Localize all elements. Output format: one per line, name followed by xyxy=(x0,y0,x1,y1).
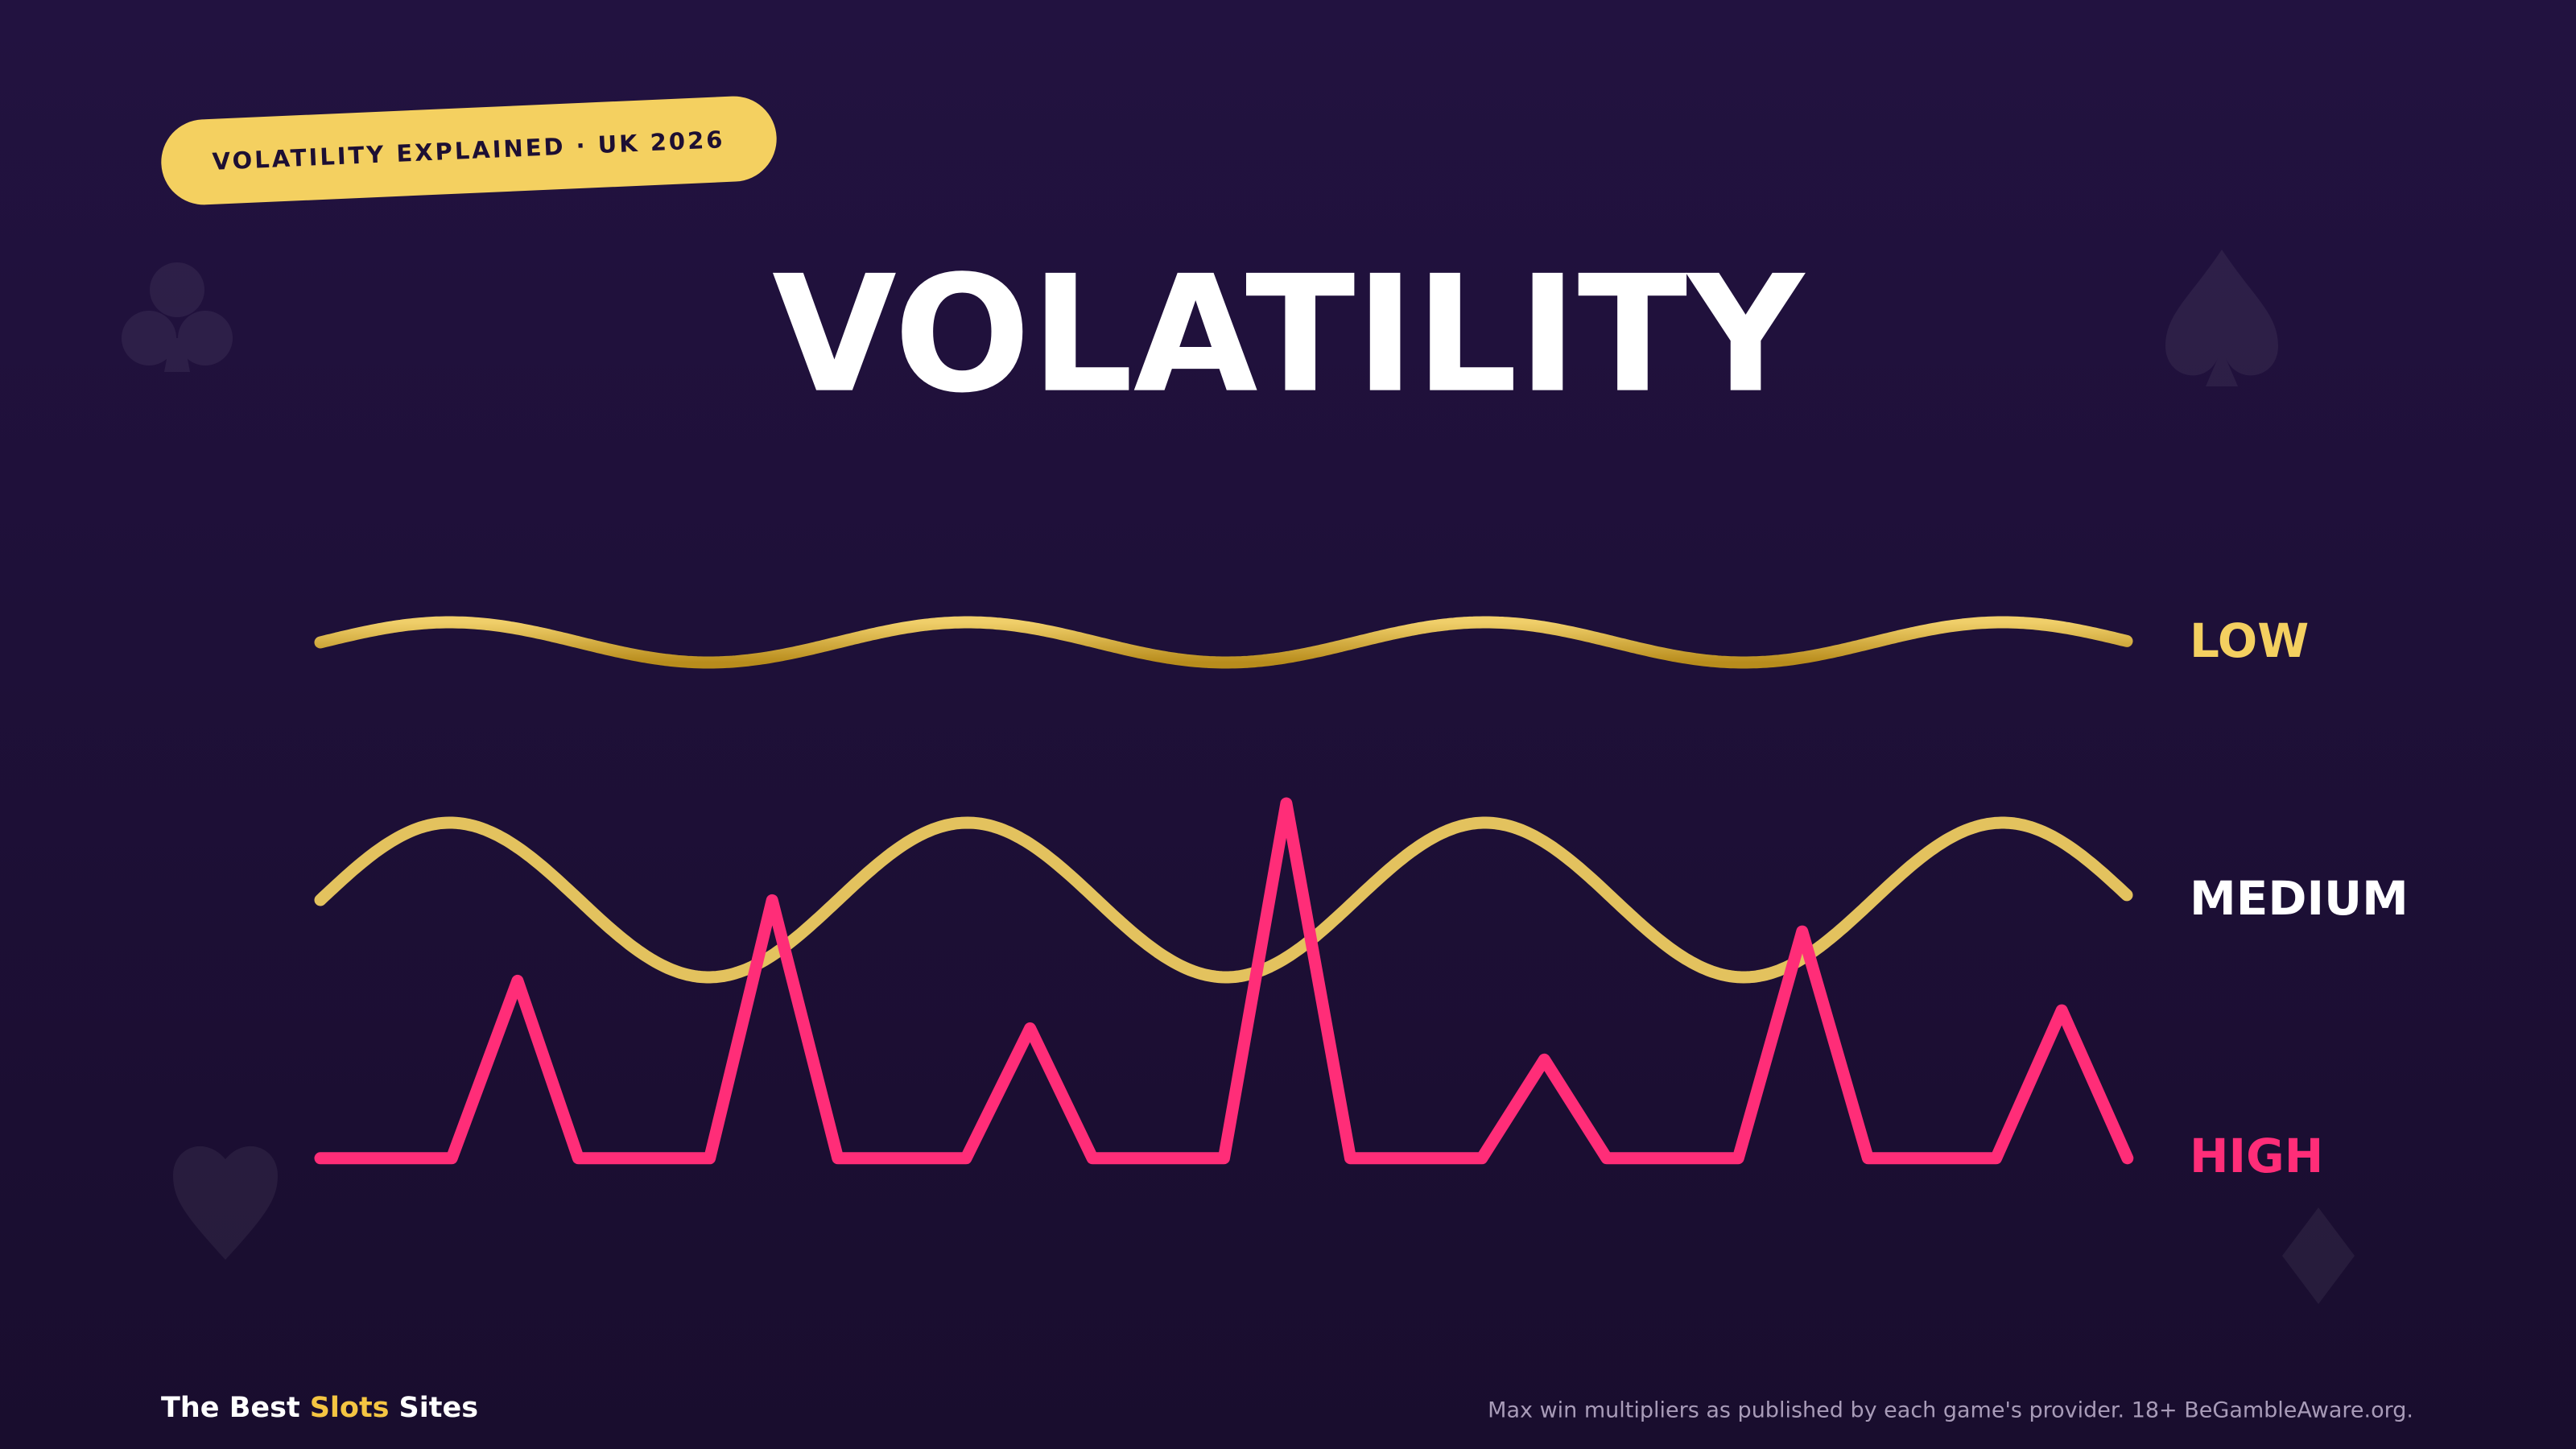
club xyxy=(122,262,233,372)
medium-wave xyxy=(314,816,2133,984)
badge-pill xyxy=(161,96,777,205)
low-label: LOW xyxy=(2190,613,2309,668)
brand-part: The Best xyxy=(161,1392,300,1424)
high-wave xyxy=(314,797,2134,1165)
high-label: HIGH xyxy=(2190,1129,2323,1183)
spade xyxy=(2165,250,2278,386)
brand: The Best Slots Sites xyxy=(161,1392,478,1424)
disclaimer: Max win multipliers as published by each… xyxy=(1488,1398,2413,1423)
brand-highlight: Slots xyxy=(310,1392,390,1424)
diamond xyxy=(2282,1208,2355,1304)
badge: VOLATILITY EXPLAINED · UK 2026 xyxy=(161,96,777,205)
brand-part: Sites xyxy=(399,1392,479,1424)
suit-decorations xyxy=(122,250,2355,1304)
title: VOLATILITY xyxy=(772,242,1806,429)
heart xyxy=(173,1146,278,1260)
low-wave xyxy=(314,616,2133,669)
medium-label: MEDIUM xyxy=(2190,871,2409,926)
waves xyxy=(314,616,2134,1165)
